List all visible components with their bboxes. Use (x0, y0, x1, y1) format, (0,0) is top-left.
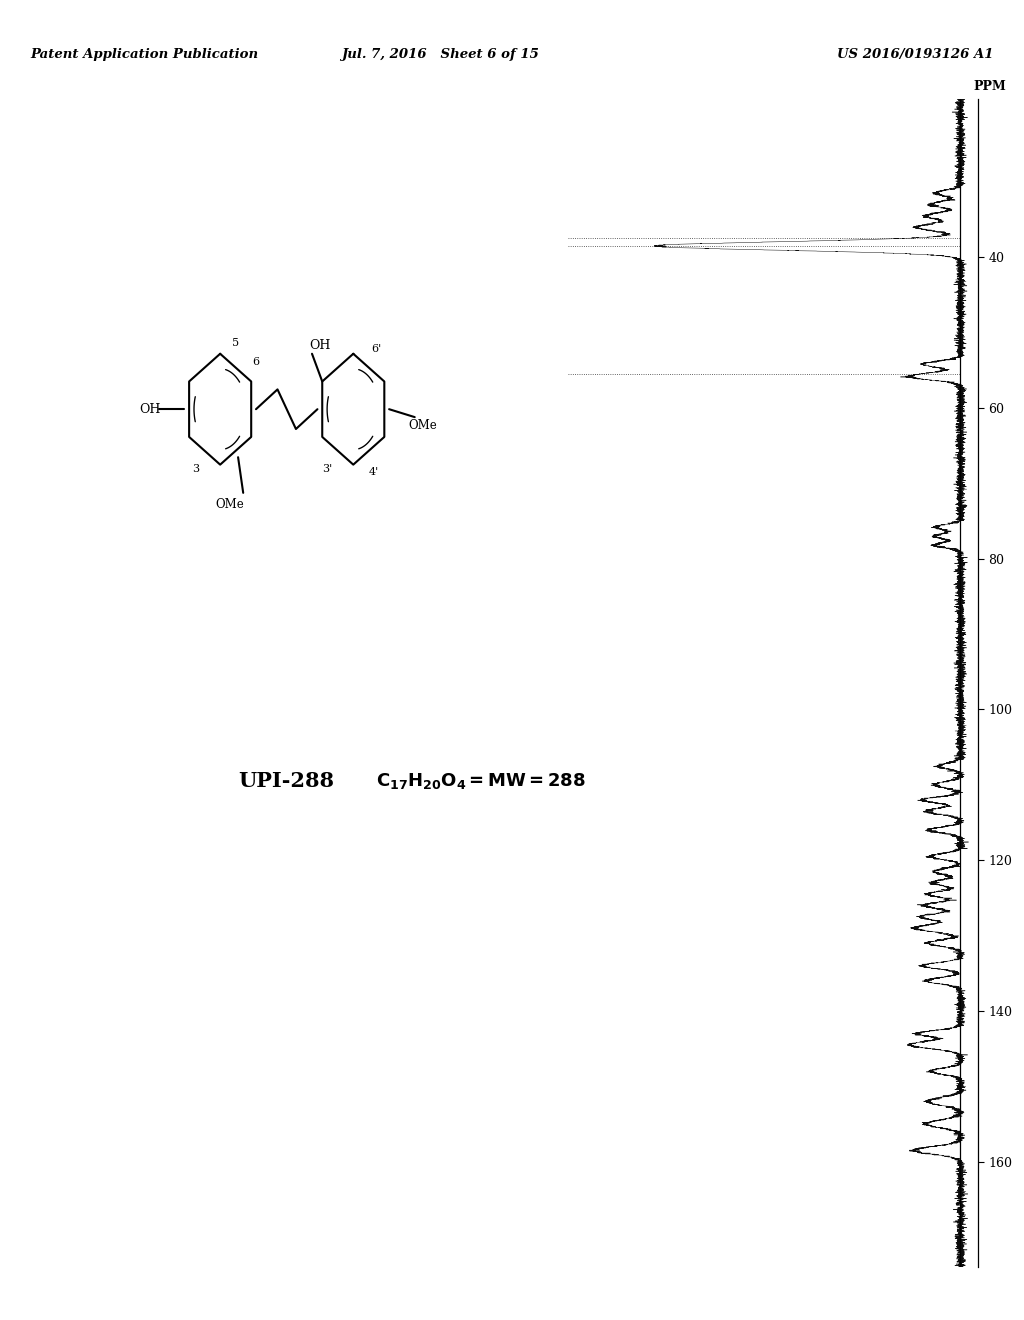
Text: UPI-288: UPI-288 (239, 771, 335, 792)
Text: $\mathbf{C_{17}H_{20}O_4 = MW = 288}$: $\mathbf{C_{17}H_{20}O_4 = MW = 288}$ (376, 628, 397, 855)
Text: 5: 5 (232, 338, 240, 348)
Text: Patent Application Publication: Patent Application Publication (31, 49, 259, 61)
Text: OMe: OMe (215, 498, 245, 511)
Text: UPI-288: UPI-288 (285, 457, 306, 558)
Text: OH: OH (309, 339, 331, 352)
Text: OMe: OMe (408, 418, 437, 432)
Text: 6: 6 (253, 356, 260, 367)
Text: 4': 4' (369, 467, 379, 477)
Text: 6': 6' (372, 345, 382, 354)
Text: OH: OH (139, 403, 160, 416)
Text: US 2016/0193126 A1: US 2016/0193126 A1 (837, 49, 993, 61)
Text: 3: 3 (193, 465, 200, 474)
Text: Jul. 7, 2016   Sheet 6 of 15: Jul. 7, 2016 Sheet 6 of 15 (341, 49, 540, 61)
Text: $\mathbf{C_{17}H_{20}O_4 = MW = 288}$: $\mathbf{C_{17}H_{20}O_4 = MW = 288}$ (376, 771, 587, 792)
Text: PPM: PPM (974, 81, 1007, 94)
Text: 3': 3' (323, 465, 333, 474)
